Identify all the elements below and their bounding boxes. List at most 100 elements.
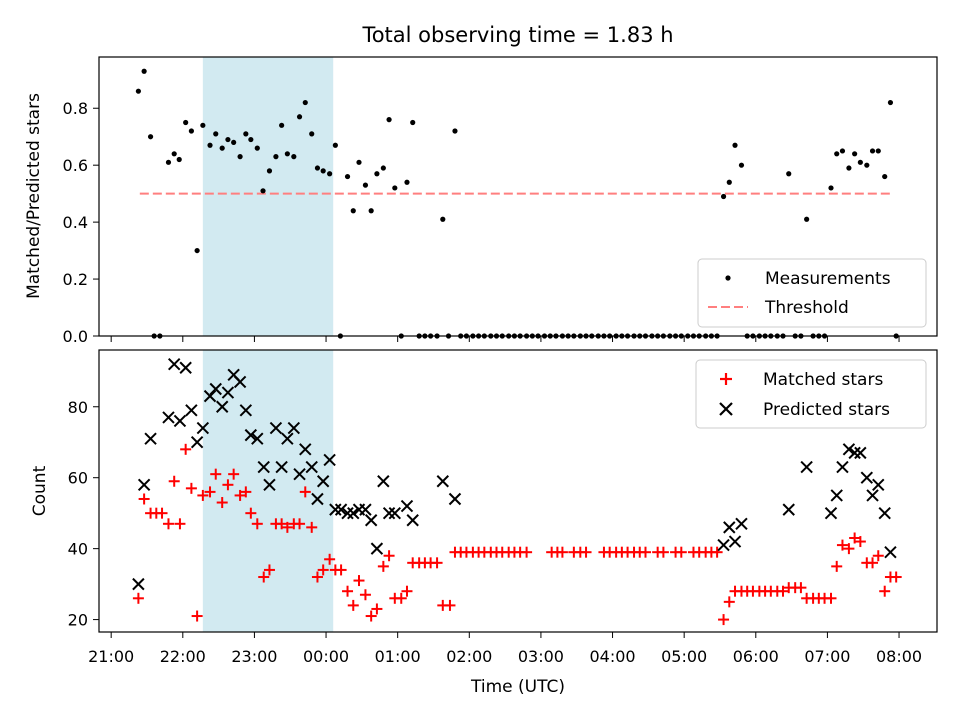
matched-points <box>132 443 902 626</box>
measurement-point <box>296 114 303 120</box>
bottom-y-tick-label: 60 <box>68 469 88 488</box>
measurement-point <box>225 136 231 143</box>
matched-point <box>342 585 354 597</box>
top-y-ticks: 0.0 0.2 0.4 0.6 0.8 <box>63 99 99 346</box>
predicted-point <box>728 535 742 548</box>
predicted-point <box>281 432 294 445</box>
measurement-point <box>732 142 738 148</box>
matched-point <box>234 489 246 501</box>
measurement-point <box>219 145 225 151</box>
matched-point <box>639 546 651 558</box>
measurement-point <box>804 216 810 222</box>
matched-point <box>377 560 389 572</box>
predicted-point <box>359 503 372 516</box>
bottom-y-tick-label: 80 <box>68 398 88 417</box>
predicted-point <box>233 375 247 389</box>
measurement-point <box>266 168 273 174</box>
bottom-x-ticks: 21:00 22:00 23:00 00:00 01:00 02:00 03:00 04:00… <box>88 632 922 666</box>
matched-point <box>311 571 323 583</box>
predicted-point <box>269 421 283 435</box>
predicted-point <box>185 404 198 417</box>
predicted-point <box>866 489 879 502</box>
measurement-point <box>231 139 237 146</box>
measurement-point <box>309 131 315 137</box>
measurement-point <box>380 165 386 171</box>
matched-point <box>723 596 735 608</box>
predicted-point <box>167 357 181 371</box>
matched-point <box>777 585 789 597</box>
measurement-point <box>243 131 249 137</box>
predicted-point <box>884 545 897 559</box>
x-tick-label: 22:00 <box>160 647 206 666</box>
matched-point <box>251 518 263 530</box>
predicted-point <box>388 506 402 520</box>
legend-predicted-label: Predicted stars <box>763 400 890 420</box>
predicted-point <box>244 428 258 442</box>
matched-point <box>216 497 228 509</box>
legend-threshold-label: Threshold <box>764 298 849 318</box>
matched-point <box>185 482 197 494</box>
measurement-point <box>864 162 870 168</box>
predicted-point <box>364 514 378 527</box>
measurement-point <box>344 173 351 180</box>
matched-point <box>132 592 144 604</box>
bottom-y-tick-label: 40 <box>68 540 88 559</box>
matched-point <box>371 603 383 615</box>
measurement-point <box>786 171 792 177</box>
predicted-point <box>215 400 229 413</box>
top-y-tick-label: 0.0 <box>63 327 88 346</box>
predicted-point <box>860 471 874 484</box>
matched-point <box>836 539 848 551</box>
predicted-point <box>287 421 301 435</box>
measurement-point <box>386 117 392 123</box>
matched-point <box>890 571 902 583</box>
bottom-axes-frame <box>98 349 938 633</box>
x-tick-label: 04:00 <box>589 647 635 666</box>
matched-point <box>359 589 371 601</box>
matched-point <box>162 518 174 530</box>
predicted-point <box>239 404 253 417</box>
measurement-point <box>839 148 846 154</box>
matched-point <box>168 475 180 487</box>
predicted-point <box>854 446 867 460</box>
predicted-point <box>341 506 354 520</box>
legend-matched-marker <box>720 373 732 385</box>
matched-point <box>306 521 318 533</box>
predicted-point <box>275 460 288 474</box>
top-y-tick-label: 0.4 <box>63 213 88 232</box>
measurement-point <box>200 122 206 128</box>
matched-point <box>240 486 252 498</box>
matched-point <box>228 468 240 480</box>
measurement-point <box>176 156 182 163</box>
predicted-point <box>329 503 342 516</box>
matched-point <box>197 489 209 501</box>
measurement-point <box>887 99 894 106</box>
top-y-tick-label: 0.8 <box>63 99 88 118</box>
predicted-point <box>448 492 462 506</box>
measurement-point <box>194 247 200 254</box>
predicted-point <box>162 411 175 424</box>
measurement-point <box>392 185 398 191</box>
measurement-point <box>828 185 834 191</box>
measurement-point <box>284 151 290 157</box>
predicted-point <box>830 489 843 502</box>
predicted-point <box>311 492 324 506</box>
predicted-point <box>209 382 222 396</box>
matched-point <box>444 599 456 611</box>
top-y-label: Matched/Predicted stars <box>24 93 44 299</box>
predicted-point <box>196 421 210 435</box>
matched-point <box>825 592 837 604</box>
measurement-point <box>260 188 266 194</box>
matched-point <box>879 585 891 597</box>
measurement-point <box>410 119 416 126</box>
predicted-point <box>848 446 861 460</box>
matched-point <box>299 486 311 498</box>
matched-point <box>258 571 270 583</box>
predicted-point <box>132 577 145 591</box>
top-y-tick-label: 0.6 <box>63 156 88 175</box>
bottom-legend-box <box>695 359 927 429</box>
predicted-point <box>334 503 348 516</box>
measurement-point <box>869 148 876 154</box>
measurement-point <box>738 162 745 168</box>
